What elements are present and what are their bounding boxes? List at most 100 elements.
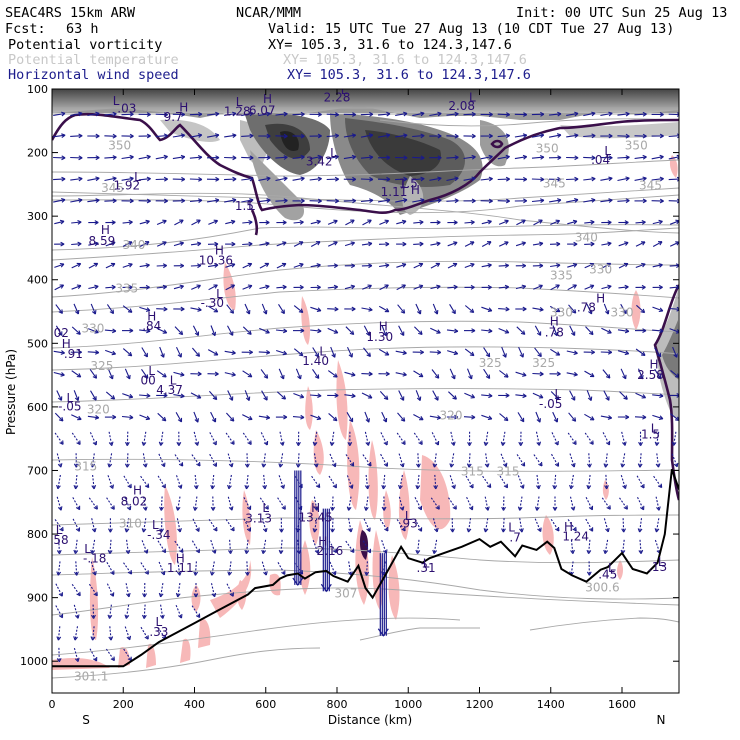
extremum-value: 2.58	[637, 368, 664, 382]
wind-vector	[480, 154, 493, 160]
wind-vector	[224, 197, 237, 203]
theta-label: 340	[575, 231, 598, 245]
wind-vector	[189, 198, 203, 203]
wind-vector	[278, 304, 285, 315]
wind-vector	[70, 133, 83, 139]
wind-vector	[310, 328, 322, 334]
extremum-type: L	[56, 523, 63, 537]
wind-vector	[276, 220, 287, 225]
wind-vector	[500, 453, 508, 468]
wind-vector	[258, 198, 271, 203]
wind-vector	[72, 497, 81, 511]
wind-vector	[447, 262, 458, 269]
wind-vector	[583, 197, 596, 203]
wind-vector	[429, 176, 442, 182]
wind-vector	[344, 371, 356, 377]
wind-vector	[533, 454, 543, 467]
wind-vector	[54, 284, 65, 291]
extremum-type: H	[215, 243, 224, 257]
wind-vector	[412, 349, 424, 355]
wind-vector	[122, 219, 133, 225]
wind-vector	[669, 284, 679, 290]
wind-vector	[244, 390, 251, 402]
wind-vector	[312, 347, 320, 358]
wind-vector	[567, 262, 578, 268]
wind-vector	[480, 176, 493, 182]
wind-vector	[635, 219, 646, 225]
wind-vector	[292, 154, 305, 160]
wind-vector	[415, 539, 421, 555]
wind-vector	[71, 241, 82, 247]
extremum-type: L	[262, 501, 269, 515]
wind-vector	[70, 176, 83, 182]
extremum-type: H	[176, 552, 185, 566]
wind-vector	[106, 304, 115, 315]
wind-vector	[191, 347, 201, 357]
wind-vector	[176, 518, 182, 533]
theta-label: 300.6	[585, 580, 619, 594]
wind-vector	[296, 431, 301, 446]
theta-label: 350	[625, 138, 648, 152]
wind-vector	[431, 369, 440, 379]
wind-vector	[378, 371, 390, 377]
wind-vector	[104, 414, 117, 420]
wind-vector	[634, 111, 647, 117]
wind-vector	[227, 561, 233, 576]
wind-vector	[431, 432, 440, 446]
wind-vector	[362, 284, 372, 290]
wind-vector	[310, 393, 322, 399]
wind-vector	[569, 474, 574, 490]
wind-vector	[243, 518, 252, 532]
wind-vector	[498, 306, 510, 312]
wind-vector	[446, 176, 459, 182]
wind-vector	[295, 453, 301, 468]
wind-vector	[432, 539, 438, 555]
wind-vector	[381, 496, 387, 511]
wind-vector	[343, 176, 357, 182]
wind-vector	[412, 133, 425, 139]
extremum-value: -.18	[83, 552, 106, 566]
wind-vector	[156, 219, 167, 226]
extremum-type: L	[170, 374, 177, 388]
theta-label: 320	[440, 409, 463, 423]
wind-vector	[310, 219, 321, 225]
wind-vector	[652, 328, 664, 334]
wind-vector	[259, 327, 270, 334]
wind-vector	[310, 306, 322, 312]
wind-vector	[567, 284, 577, 291]
wind-vector	[344, 284, 356, 290]
wind-vector	[501, 518, 506, 533]
wind-vector	[56, 647, 62, 663]
wind-vector	[652, 414, 664, 421]
wind-vector	[449, 304, 456, 315]
wind-vector	[364, 411, 370, 423]
wind-vector	[327, 327, 339, 334]
wind-vector	[569, 496, 576, 511]
wind-vector	[140, 475, 150, 489]
wind-vector	[193, 411, 199, 423]
wind-vector	[206, 133, 220, 138]
wind-vector	[278, 475, 285, 489]
wind-vector	[90, 561, 97, 576]
wind-vector	[173, 306, 185, 312]
wind-vector	[514, 133, 528, 139]
wind-vector	[310, 241, 321, 247]
wind-vector	[104, 328, 117, 334]
wind-vector	[242, 284, 253, 290]
wind-vector	[498, 327, 510, 334]
wind-vector	[292, 198, 305, 204]
wind-vector	[227, 474, 232, 490]
wind-vector	[175, 496, 181, 511]
wind-vector	[464, 392, 476, 399]
wind-vector	[635, 348, 646, 357]
wind-vector	[396, 241, 407, 247]
wind-vector	[532, 306, 544, 312]
wind-vector	[446, 198, 459, 204]
wind-vector	[309, 176, 322, 182]
wind-vector	[567, 519, 577, 532]
wind-vector	[617, 111, 630, 117]
wind-vector	[210, 496, 216, 511]
wind-vector	[586, 303, 593, 315]
wind-vector	[601, 241, 612, 247]
extremum-value: .84	[142, 319, 161, 333]
